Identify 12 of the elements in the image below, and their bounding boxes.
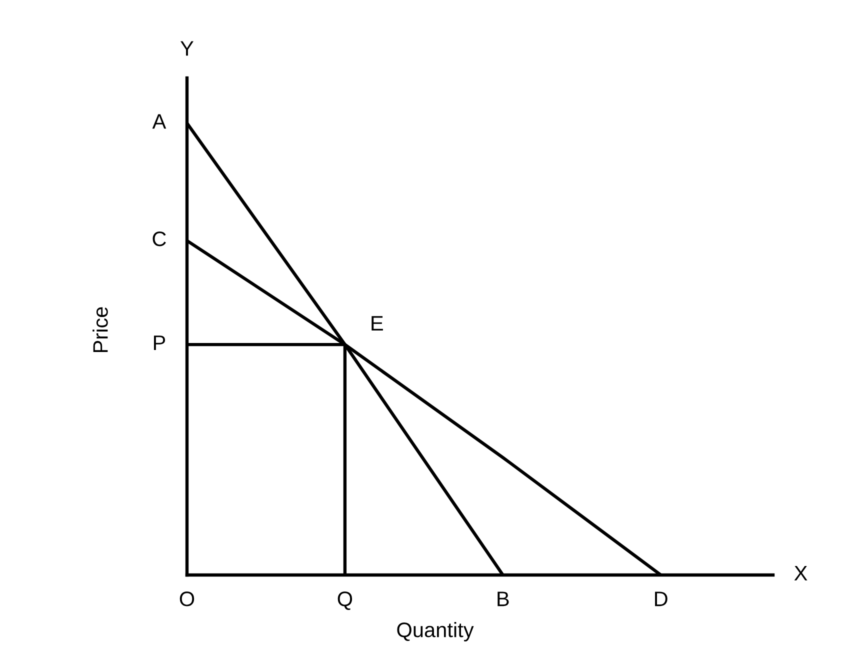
text: X: [794, 566, 808, 580]
annotation: E: [372, 316, 383, 331]
x-tick-label: Q: [338, 592, 352, 610]
x-axis-title: Quantity: [397, 622, 474, 642]
annotation: P: [154, 336, 166, 350]
x-tick-label: B: [498, 592, 509, 606]
annotation: C: [152, 231, 166, 246]
x-tick-label: O: [180, 592, 194, 606]
x-tick-label: D: [655, 592, 668, 606]
y-axis-title: Price: [92, 307, 108, 352]
text: Y: [180, 41, 194, 56]
annotation: A: [152, 114, 166, 129]
